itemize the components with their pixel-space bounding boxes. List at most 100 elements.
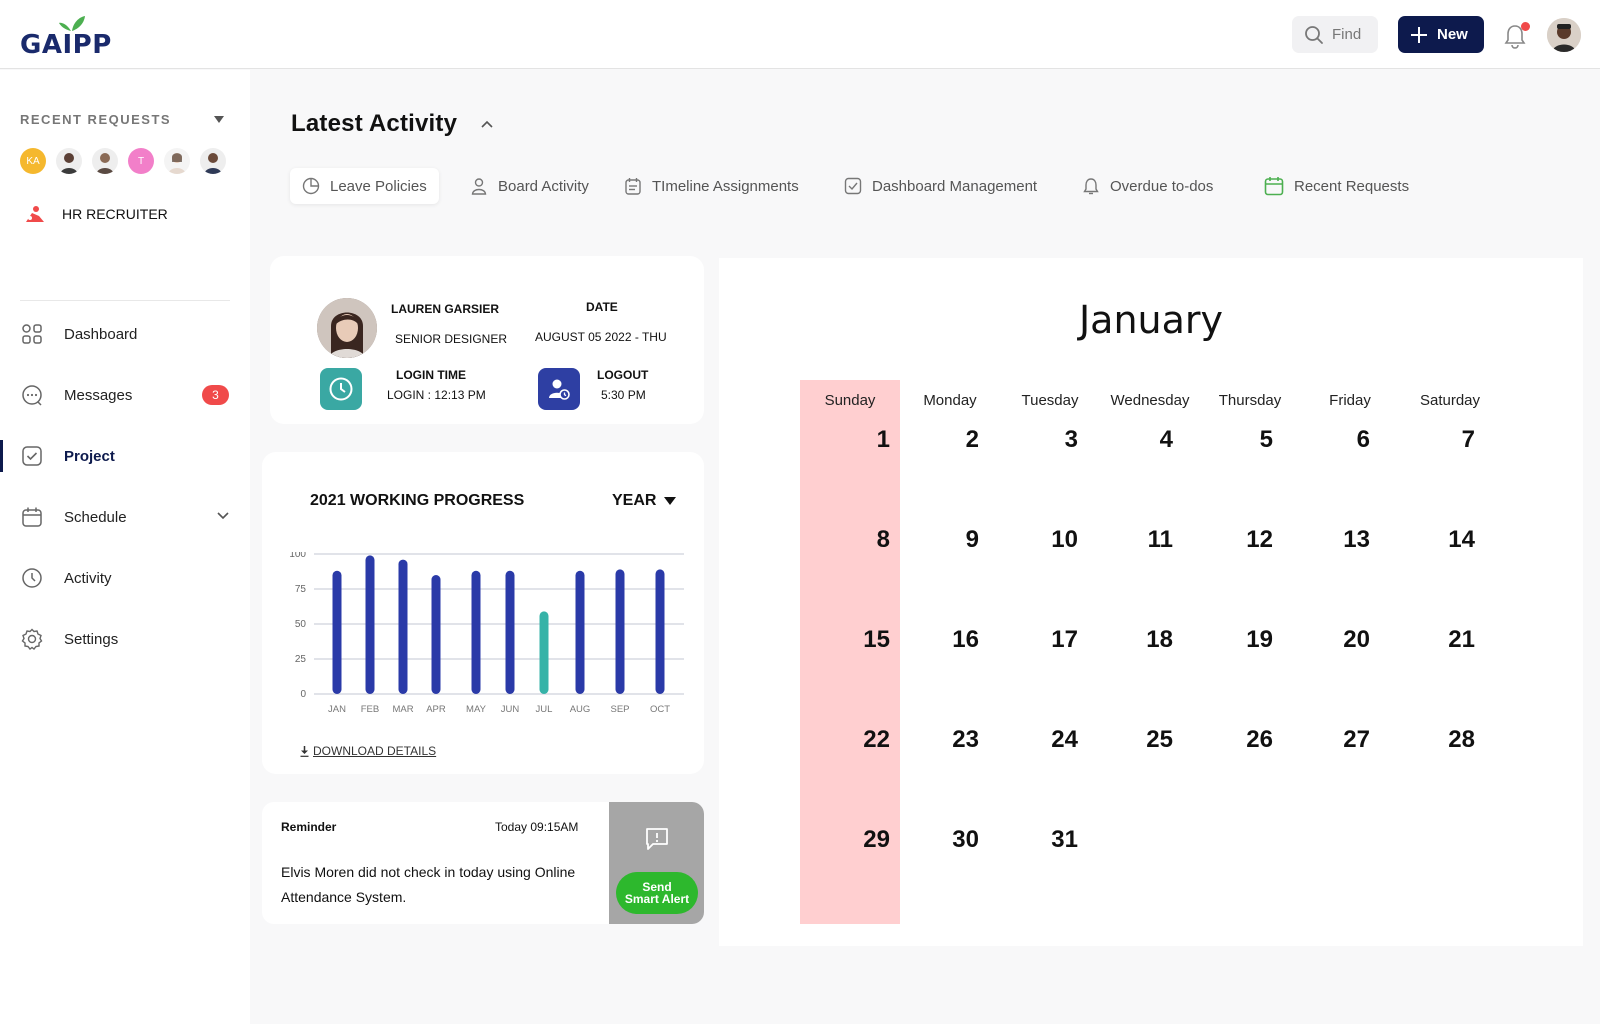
calendar-day[interactable]: 14 — [1448, 526, 1475, 553]
period-select[interactable]: YEAR — [612, 492, 677, 510]
sidebar-item-settings[interactable]: Settings — [0, 619, 250, 659]
tab-timeline-assignments[interactable]: TImeline Assignments — [612, 168, 811, 204]
calendar-day[interactable]: 24 — [1051, 726, 1078, 753]
new-button[interactable]: New — [1398, 16, 1484, 53]
checkbox-icon — [22, 446, 42, 466]
reminder-body: Elvis Moren did not check in today using… — [281, 864, 576, 905]
avatar[interactable] — [56, 148, 82, 174]
y-tick-label: 0 — [300, 689, 306, 700]
bar-jan[interactable] — [332, 570, 342, 694]
calendar-day[interactable]: 10 — [1051, 526, 1078, 553]
tab-dashboard-management[interactable]: Dashboard Management — [832, 168, 1049, 204]
bar-oct[interactable] — [655, 569, 665, 694]
tab-leave-policies[interactable]: Leave Policies — [290, 168, 439, 204]
calendar-day[interactable]: 28 — [1448, 726, 1475, 753]
calendar-day[interactable]: 6 — [1356, 426, 1370, 453]
bar-may[interactable] — [471, 570, 481, 694]
calendar-day[interactable]: 20 — [1343, 626, 1370, 653]
bar-apr[interactable] — [431, 575, 441, 694]
calendar-day[interactable]: 22 — [863, 726, 890, 753]
login-time-value: LOGIN : 12:13 PM — [387, 388, 486, 402]
tab-label: TImeline Assignments — [652, 177, 799, 195]
brand-logo[interactable]: GAIPP — [20, 14, 130, 60]
bar-jun[interactable] — [505, 570, 515, 694]
x-tick-label: JUN — [501, 704, 520, 715]
caret-down-icon[interactable] — [214, 116, 224, 123]
chevron-down-icon[interactable] — [216, 511, 230, 521]
tab-label: Recent Requests — [1294, 177, 1410, 195]
period-label: YEAR — [612, 492, 657, 509]
chevron-up-icon[interactable] — [480, 119, 494, 129]
calendar-day[interactable]: 7 — [1461, 426, 1475, 453]
sidebar-item-messages[interactable]: Messages 3 — [0, 375, 250, 415]
calendar-day[interactable]: 23 — [952, 726, 979, 753]
calendar-day[interactable]: 13 — [1343, 526, 1370, 553]
bar-mar[interactable] — [398, 559, 408, 694]
send-smart-alert-button[interactable]: Send Smart Alert — [616, 872, 698, 914]
calendar-day[interactable]: 16 — [952, 626, 979, 653]
calendar-day[interactable]: 3 — [1064, 426, 1078, 453]
user-avatar[interactable] — [1547, 18, 1581, 52]
calendar-day[interactable]: 29 — [863, 826, 890, 853]
calendar-day[interactable]: 30 — [952, 826, 979, 853]
sidebar-item-label: Settings — [64, 630, 119, 648]
clipboard-icon — [625, 178, 641, 195]
tab-label: Dashboard Management — [872, 177, 1038, 195]
calendar-day[interactable]: 2 — [965, 426, 979, 453]
calendar-day[interactable]: 12 — [1246, 526, 1273, 553]
notifications-button[interactable] — [1504, 22, 1530, 50]
calendar-day[interactable]: 19 — [1246, 626, 1273, 653]
avatar[interactable] — [92, 148, 118, 174]
calendar-day[interactable]: 4 — [1159, 426, 1173, 453]
calendar-day[interactable]: 9 — [965, 526, 979, 553]
calendar-day[interactable]: 18 — [1146, 626, 1173, 653]
calendar-day[interactable]: 11 — [1147, 526, 1173, 553]
download-details-link[interactable]: DOWNLOAD DETAILS — [300, 744, 436, 758]
avatar[interactable]: T — [128, 148, 154, 174]
tab-recent-requests[interactable]: Recent Requests — [1252, 168, 1421, 204]
calendar-day[interactable]: 8 — [876, 526, 890, 553]
pie-icon — [302, 177, 320, 195]
x-tick-label: FEB — [361, 704, 379, 715]
calendar-day[interactable]: 17 — [1051, 626, 1078, 653]
avatar[interactable] — [200, 148, 226, 174]
user-photo — [1547, 18, 1581, 52]
bar-jul[interactable] — [539, 611, 549, 694]
hr-recruiter-label: HR RECRUITER — [62, 206, 168, 222]
sidebar-item-schedule[interactable]: Schedule — [0, 497, 250, 537]
reminder-action-panel: Send Smart Alert — [609, 802, 704, 924]
hr-recruiter-item[interactable]: HR RECRUITER — [24, 204, 168, 224]
tab-board-activity[interactable]: Board Activity — [458, 168, 601, 204]
find-button[interactable]: Find — [1292, 16, 1378, 53]
download-icon — [300, 745, 309, 757]
bar-aug[interactable] — [575, 570, 585, 694]
bar-sep[interactable] — [615, 569, 625, 694]
sidebar-item-dashboard[interactable]: Dashboard — [0, 314, 250, 354]
avatar[interactable]: KA — [20, 148, 46, 174]
calendar-day[interactable]: 25 — [1146, 726, 1173, 753]
calendar-day[interactable]: 15 — [863, 626, 890, 653]
calendar-day[interactable]: 1 — [876, 426, 890, 453]
message-alert-icon — [646, 828, 668, 850]
x-tick-label: APR — [426, 704, 446, 715]
user-clock-icon — [549, 379, 570, 400]
working-progress-chart: 0 25 50 75 100 JAN FEB MAR APR MAY JUN JUL AUG SEP OCT — [289, 552, 684, 715]
sidebar-item-label: Project — [64, 447, 115, 465]
calendar-month: January — [1078, 298, 1224, 342]
bell-icon — [1504, 25, 1526, 49]
calendar-day[interactable]: 5 — [1259, 426, 1273, 453]
alert-label-line1: Send — [642, 880, 672, 894]
bar-feb[interactable] — [365, 555, 375, 694]
recent-requests-title: RECENT REQUESTS — [20, 112, 172, 127]
calendar-day[interactable]: 31 — [1051, 826, 1078, 853]
x-tick-label: SEP — [610, 704, 629, 715]
sidebar-item-project[interactable]: Project — [0, 436, 250, 476]
calendar-day[interactable]: 21 — [1448, 626, 1475, 653]
caret-down-icon — [664, 497, 677, 505]
avatar[interactable] — [164, 148, 190, 174]
tab-overdue-todos[interactable]: Overdue to-dos — [1070, 168, 1225, 204]
sidebar-item-activity[interactable]: Activity — [0, 558, 250, 598]
calendar-day[interactable]: 26 — [1246, 726, 1273, 753]
calendar-day[interactable]: 27 — [1343, 726, 1370, 753]
chart-title: 2021 WORKING PROGRESS — [310, 492, 525, 509]
